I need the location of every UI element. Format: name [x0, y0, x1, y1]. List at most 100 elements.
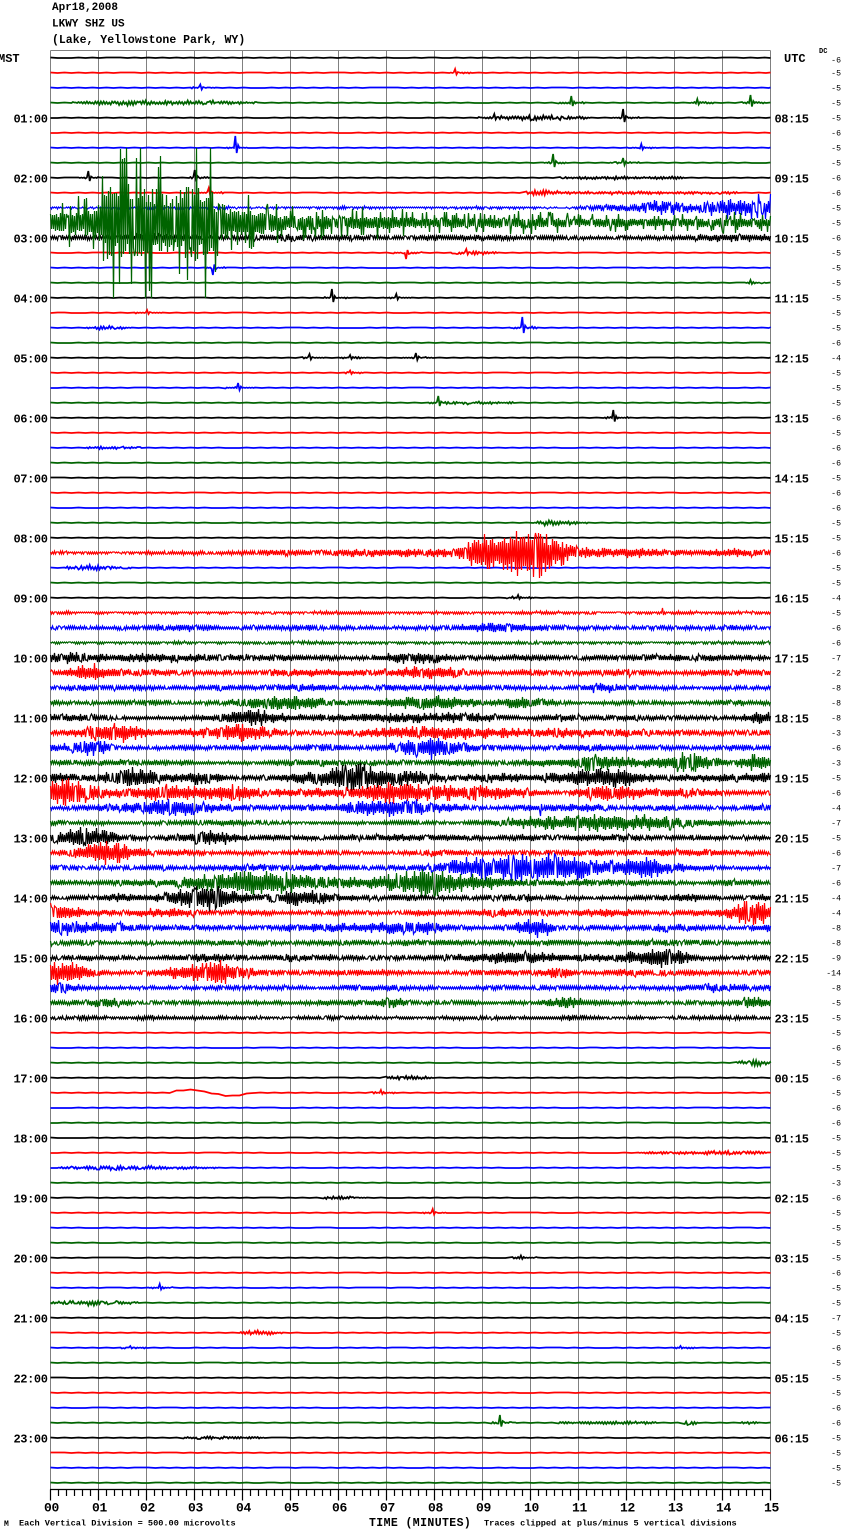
- svg-text:-5: -5: [831, 99, 841, 108]
- svg-text:01: 01: [92, 1501, 108, 1516]
- svg-text:-5: -5: [831, 399, 841, 408]
- svg-text:-5: -5: [831, 1389, 841, 1398]
- svg-text:-6: -6: [831, 129, 841, 138]
- svg-text:-3: -3: [831, 1179, 841, 1188]
- svg-text:-5: -5: [831, 429, 841, 438]
- svg-text:-5: -5: [831, 1089, 841, 1098]
- svg-text:11: 11: [572, 1501, 588, 1516]
- svg-text:-6: -6: [831, 234, 841, 243]
- svg-text:-7: -7: [831, 654, 841, 663]
- svg-text:08:15: 08:15: [775, 113, 809, 127]
- svg-text:-5: -5: [831, 144, 841, 153]
- svg-text:-5: -5: [831, 999, 841, 1008]
- svg-text:09:15: 09:15: [775, 173, 809, 187]
- svg-text:14:15: 14:15: [775, 473, 809, 487]
- svg-text:-6: -6: [831, 339, 841, 348]
- svg-text:-6: -6: [831, 1044, 841, 1053]
- svg-text:-7: -7: [831, 819, 841, 828]
- svg-text:-5: -5: [831, 264, 841, 273]
- svg-text:-5: -5: [831, 1464, 841, 1473]
- svg-text:01:00: 01:00: [13, 113, 47, 127]
- svg-text:17:00: 17:00: [13, 1073, 47, 1087]
- svg-text:DC: DC: [819, 48, 827, 56]
- svg-text:-4: -4: [831, 909, 841, 918]
- svg-text:23:15: 23:15: [775, 1013, 809, 1027]
- svg-text:Traces clipped at plus/minus 5: Traces clipped at plus/minus 5 vertical …: [484, 1519, 737, 1529]
- svg-text:-6: -6: [831, 189, 841, 198]
- svg-text:-5: -5: [831, 309, 841, 318]
- svg-text:08: 08: [428, 1501, 444, 1516]
- svg-text:-5: -5: [831, 1209, 841, 1218]
- svg-text:-2: -2: [831, 669, 841, 678]
- svg-text:-6: -6: [831, 1344, 841, 1353]
- svg-text:-6: -6: [831, 444, 841, 453]
- svg-text:06:00: 06:00: [13, 413, 47, 427]
- svg-text:-5: -5: [831, 609, 841, 618]
- svg-text:-3: -3: [831, 759, 841, 768]
- svg-text:-5: -5: [831, 159, 841, 168]
- svg-text:-5: -5: [831, 1134, 841, 1143]
- svg-text:-5: -5: [831, 279, 841, 288]
- svg-text:-6: -6: [831, 504, 841, 513]
- svg-text:14: 14: [716, 1501, 732, 1516]
- svg-text:-7: -7: [831, 864, 841, 873]
- svg-text:(Lake, Yellowstone Park, WY): (Lake, Yellowstone Park, WY): [52, 34, 245, 47]
- svg-text:-6: -6: [831, 1419, 841, 1428]
- svg-text:-5: -5: [831, 1224, 841, 1233]
- svg-text:-3: -3: [831, 729, 841, 738]
- svg-text:-5: -5: [831, 1374, 841, 1383]
- svg-text:-5: -5: [831, 84, 841, 93]
- svg-text:-5: -5: [831, 579, 841, 588]
- svg-text:13:00: 13:00: [13, 833, 47, 847]
- svg-text:06:15: 06:15: [775, 1433, 809, 1447]
- svg-text:-5: -5: [831, 1329, 841, 1338]
- svg-text:-5: -5: [831, 204, 841, 213]
- svg-text:-5: -5: [831, 1299, 841, 1308]
- svg-text:19:15: 19:15: [775, 773, 809, 787]
- svg-text:-5: -5: [831, 1059, 841, 1068]
- svg-text:10:15: 10:15: [775, 233, 809, 247]
- svg-text:01:15: 01:15: [775, 1133, 809, 1147]
- svg-text:22:15: 22:15: [775, 953, 809, 967]
- svg-text:-4: -4: [831, 354, 841, 363]
- svg-text:04:00: 04:00: [13, 293, 47, 307]
- svg-text:02:15: 02:15: [775, 1193, 809, 1207]
- svg-text:09:00: 09:00: [13, 593, 47, 607]
- svg-text:-5: -5: [831, 369, 841, 378]
- svg-text:-5: -5: [831, 69, 841, 78]
- svg-text:-6: -6: [831, 1104, 841, 1113]
- svg-text:-5: -5: [831, 1149, 841, 1158]
- svg-text:UTC: UTC: [784, 52, 806, 66]
- svg-text:-5: -5: [831, 1239, 841, 1248]
- svg-text:LKWY SHZ US: LKWY SHZ US: [52, 19, 125, 31]
- svg-text:-8: -8: [831, 984, 841, 993]
- svg-text:12: 12: [620, 1501, 636, 1516]
- svg-text:-9: -9: [831, 954, 841, 963]
- svg-text:16:00: 16:00: [13, 1013, 47, 1027]
- svg-text:-6: -6: [831, 459, 841, 468]
- svg-text:-6: -6: [831, 57, 841, 66]
- svg-text:11:00: 11:00: [13, 713, 47, 727]
- svg-text:09: 09: [476, 1501, 492, 1516]
- svg-text:-5: -5: [831, 1449, 841, 1458]
- svg-text:-6: -6: [831, 1269, 841, 1278]
- svg-text:-6: -6: [831, 639, 841, 648]
- svg-text:-5: -5: [831, 834, 841, 843]
- svg-text:-5: -5: [831, 774, 841, 783]
- svg-text:TIME (MINUTES): TIME (MINUTES): [369, 1517, 471, 1530]
- svg-text:-5: -5: [831, 564, 841, 573]
- svg-text:07: 07: [380, 1501, 395, 1516]
- svg-text:14:00: 14:00: [13, 893, 47, 907]
- svg-text:22:00: 22:00: [13, 1373, 47, 1387]
- svg-text:15:00: 15:00: [13, 953, 47, 967]
- svg-text:-6: -6: [831, 489, 841, 498]
- svg-text:-7: -7: [831, 1314, 841, 1323]
- svg-text:-5: -5: [831, 474, 841, 483]
- svg-text:-4: -4: [831, 894, 841, 903]
- svg-text:10:00: 10:00: [13, 653, 47, 667]
- svg-text:-5: -5: [831, 219, 841, 228]
- svg-text:15: 15: [764, 1501, 780, 1516]
- svg-text:-5: -5: [831, 384, 841, 393]
- svg-text:-6: -6: [831, 849, 841, 858]
- svg-text:00: 00: [44, 1501, 60, 1516]
